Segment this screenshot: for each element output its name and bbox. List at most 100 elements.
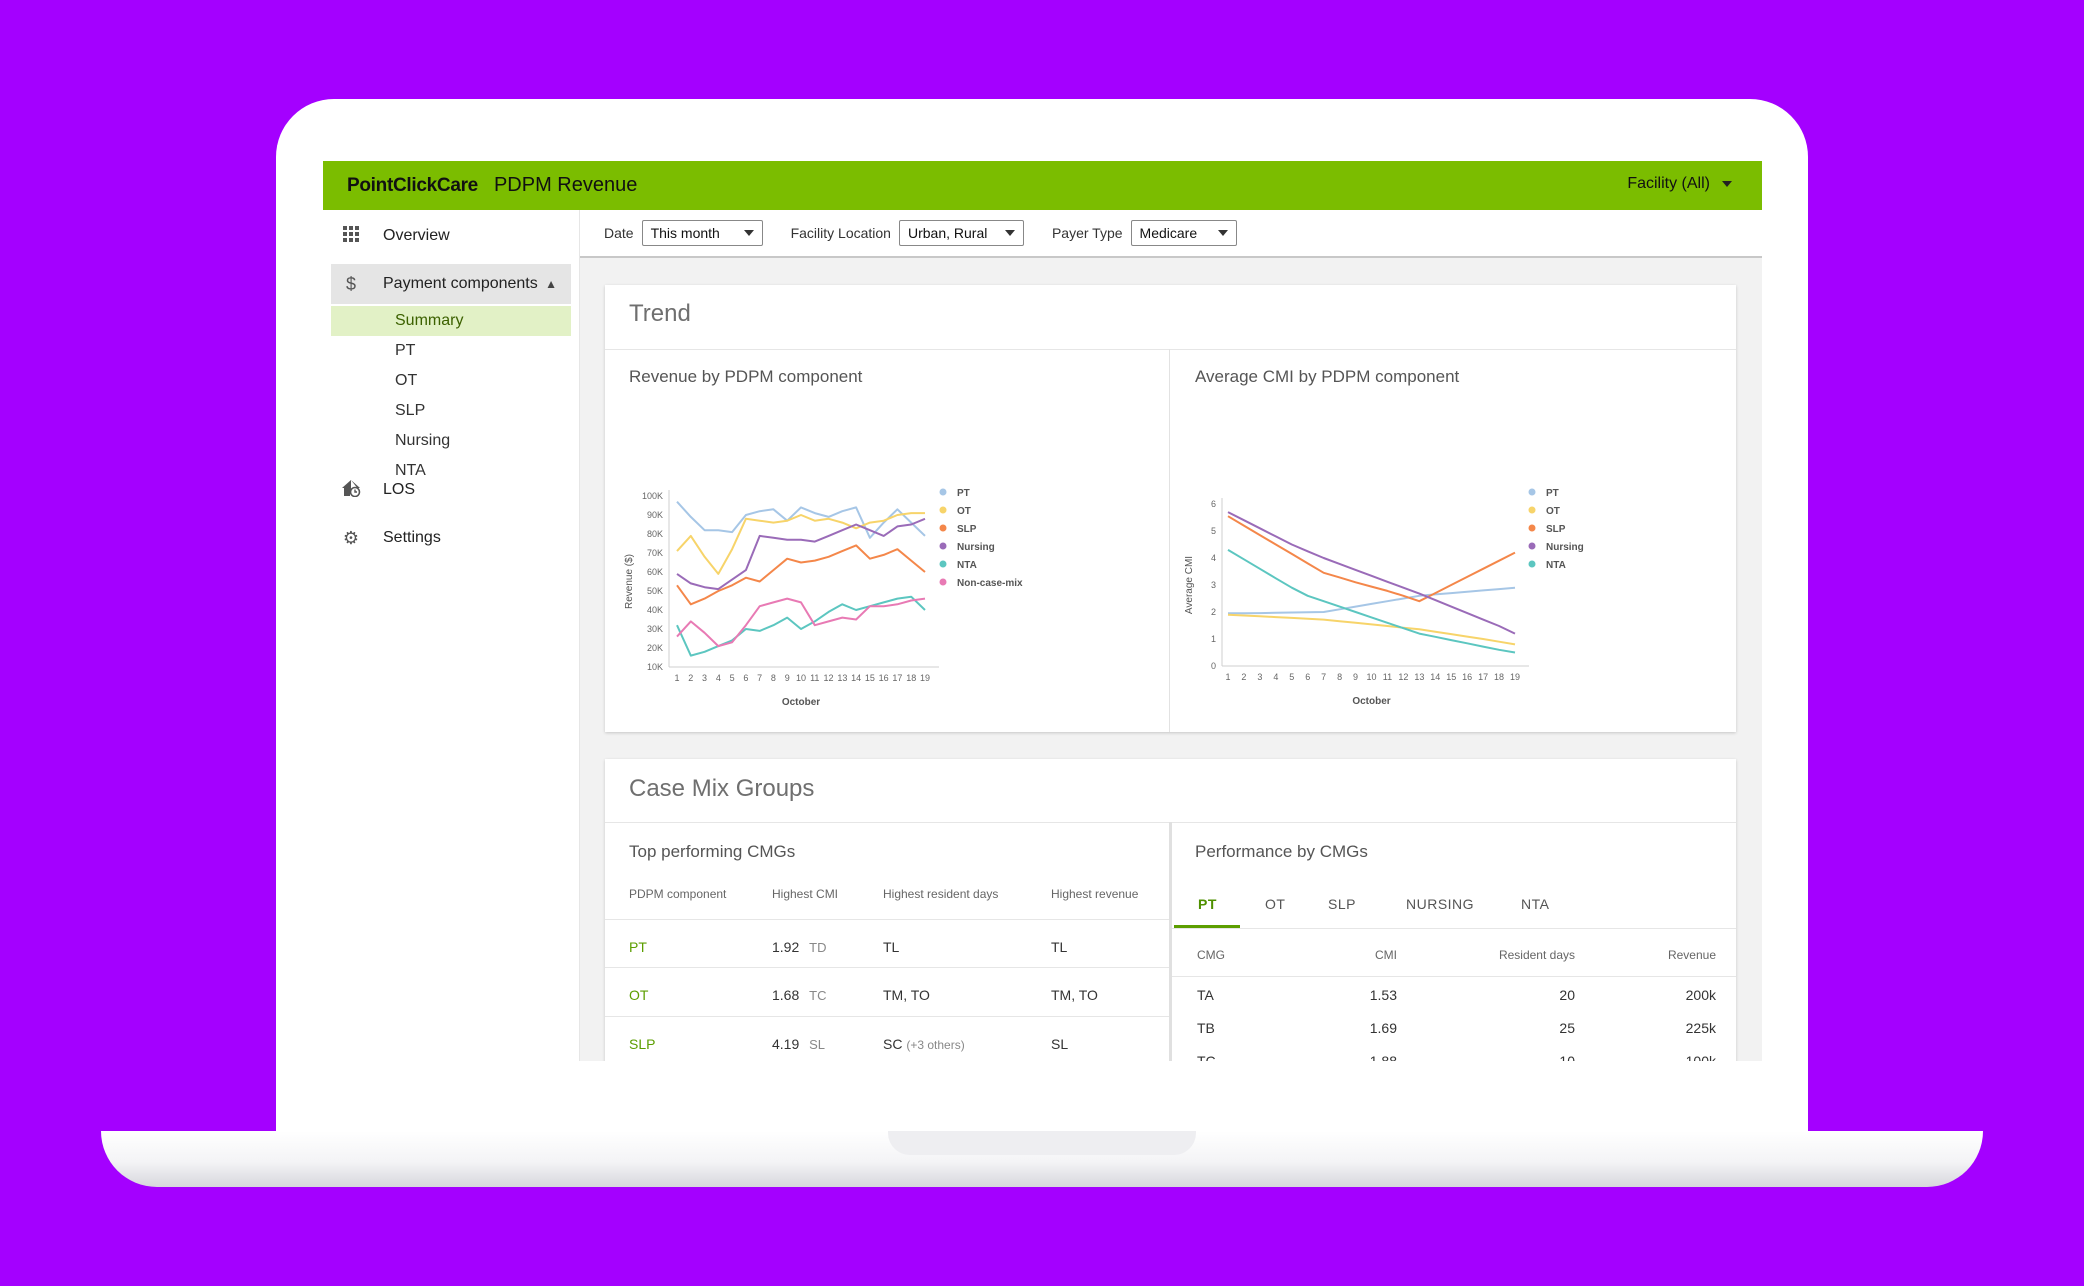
legend-label: NTA <box>1546 560 1566 571</box>
gear-icon: ⚙ <box>342 527 360 548</box>
trend-card: Trend Revenue by PDPM component Average … <box>605 285 1736 732</box>
component-link-pt[interactable]: PT <box>629 939 647 955</box>
x-tick-label: 12 <box>824 673 834 683</box>
tab-pt[interactable]: PT <box>1198 896 1217 912</box>
legend-marker <box>939 560 947 568</box>
facility-dropdown[interactable]: Facility (All) <box>1627 175 1732 193</box>
location-select-value: Urban, Rural <box>907 225 988 241</box>
legend-marker <box>939 488 947 496</box>
component-link-ot[interactable]: OT <box>629 987 649 1003</box>
legend-label: SLP <box>1546 524 1566 535</box>
revenue-chart-title: Revenue by PDPM component <box>629 367 863 386</box>
x-tick-label: 11 <box>810 673 819 683</box>
apps-grid-icon <box>339 225 363 247</box>
y-tick-label: 90K <box>647 510 663 520</box>
x-tick-label: 15 <box>1446 672 1456 682</box>
app-screen: PointClickCare PDPM Revenue Facility (Al… <box>323 161 1762 1061</box>
x-tick-label: 6 <box>743 673 748 683</box>
sidebar-sub-summary[interactable]: Summary <box>331 306 571 336</box>
cmi-value: 1.68 <box>772 987 800 1003</box>
x-tick-label: 11 <box>1383 672 1392 682</box>
legend-label: OT <box>957 506 971 517</box>
x-tick-label: 16 <box>1462 672 1472 682</box>
x-tick-label: 8 <box>771 673 776 683</box>
legend-marker <box>1528 506 1536 514</box>
tab-nursing[interactable]: NURSING <box>1406 896 1475 912</box>
table-cell: 10 <box>1559 1053 1575 1061</box>
table-cell: 1.68 TC <box>772 987 826 1003</box>
sidebar: Overview $ Payment components ▲ Summary … <box>323 210 580 1061</box>
legend-label: OT <box>1546 506 1560 517</box>
cmi-code: TD <box>809 940 827 955</box>
sidebar-sub-slp[interactable]: SLP <box>395 402 426 419</box>
location-select[interactable]: Urban, Rural <box>898 220 1024 246</box>
cmi-code: TC <box>809 988 827 1003</box>
x-tick-label: 14 <box>851 673 861 683</box>
divider <box>605 1016 1169 1017</box>
table-cell: TM, TO <box>883 987 930 1003</box>
x-tick-label: 6 <box>1305 672 1310 682</box>
x-tick-label: 1 <box>1225 672 1230 682</box>
legend-label: Nursing <box>1546 542 1584 553</box>
sidebar-sub-nta[interactable]: NTA <box>395 462 426 479</box>
table-cell: SC (+3 others) <box>883 1036 965 1052</box>
table-header: Highest resident days <box>883 887 999 901</box>
table-header: Resident days <box>1498 948 1575 962</box>
legend-marker <box>939 578 947 586</box>
divider <box>1172 976 1736 977</box>
sidebar-item-los[interactable]: LOS <box>331 470 571 510</box>
y-tick-label: 60K <box>647 567 663 577</box>
series-line-ot <box>676 512 925 575</box>
divider <box>605 919 1169 920</box>
tab-slp[interactable]: SLP <box>1328 896 1356 912</box>
x-axis-label: October <box>1352 696 1390 707</box>
y-tick-label: 3 <box>1211 580 1216 590</box>
series-line-non-case-mix <box>676 597 926 648</box>
table-cell: SL <box>1051 1036 1069 1052</box>
table-cell: TC <box>1197 1053 1216 1061</box>
sidebar-sub-nursing[interactable]: Nursing <box>395 432 451 449</box>
chevron-up-icon[interactable]: ▲ <box>545 277 557 291</box>
divider <box>1169 822 1172 1061</box>
x-tick-label: 19 <box>1510 672 1520 682</box>
tab-ot[interactable]: OT <box>1265 896 1286 912</box>
sidebar-sub-pt[interactable]: PT <box>395 342 416 359</box>
y-tick-label: 6 <box>1211 499 1216 509</box>
payer-select[interactable]: Medicare <box>1130 220 1237 246</box>
sidebar-item-label: Overview <box>383 227 450 244</box>
legend-marker <box>1528 488 1536 496</box>
caret-down-icon <box>743 230 754 236</box>
tab-nta[interactable]: NTA <box>1521 896 1550 912</box>
series-line-nursing <box>1227 511 1516 635</box>
sidebar-sub-ot[interactable]: OT <box>395 372 418 389</box>
x-tick-label: 3 <box>1257 672 1262 682</box>
table-header: CMI <box>1375 948 1397 962</box>
component-link-slp[interactable]: SLP <box>629 1036 656 1052</box>
sidebar-item-payment-components[interactable]: $ Payment components ▲ <box>331 264 571 304</box>
table-cell: 200k <box>1685 987 1716 1003</box>
legend-label: PT <box>1546 488 1559 499</box>
caret-down-icon <box>1217 230 1228 236</box>
table-header: Revenue <box>1667 948 1716 962</box>
y-tick-label: 30K <box>647 624 663 634</box>
x-axis-label: October <box>782 697 820 708</box>
home-clock-icon <box>339 479 363 502</box>
table-cell: TA <box>1197 987 1214 1003</box>
top-bar: PointClickCare PDPM Revenue Facility (Al… <box>323 161 1762 210</box>
x-tick-label: 2 <box>1241 672 1246 682</box>
table-header: Highest CMI <box>772 887 839 901</box>
x-tick-label: 7 <box>757 673 762 683</box>
days-value: SC <box>883 1036 903 1052</box>
sidebar-item-label: LOS <box>383 481 416 498</box>
brand-logo[interactable]: PointClickCare <box>347 174 478 196</box>
dollar-icon: $ <box>345 273 356 294</box>
sidebar-item-settings[interactable]: ⚙ Settings <box>331 518 571 558</box>
legend-label: Non-case-mix <box>957 578 1023 589</box>
sidebar-item-overview[interactable]: Overview <box>331 216 571 256</box>
facility-label: Facility (All) <box>1627 175 1710 192</box>
date-select[interactable]: This month <box>641 220 763 246</box>
table-cell: 25 <box>1559 1020 1575 1036</box>
x-tick-label: 18 <box>906 673 916 683</box>
